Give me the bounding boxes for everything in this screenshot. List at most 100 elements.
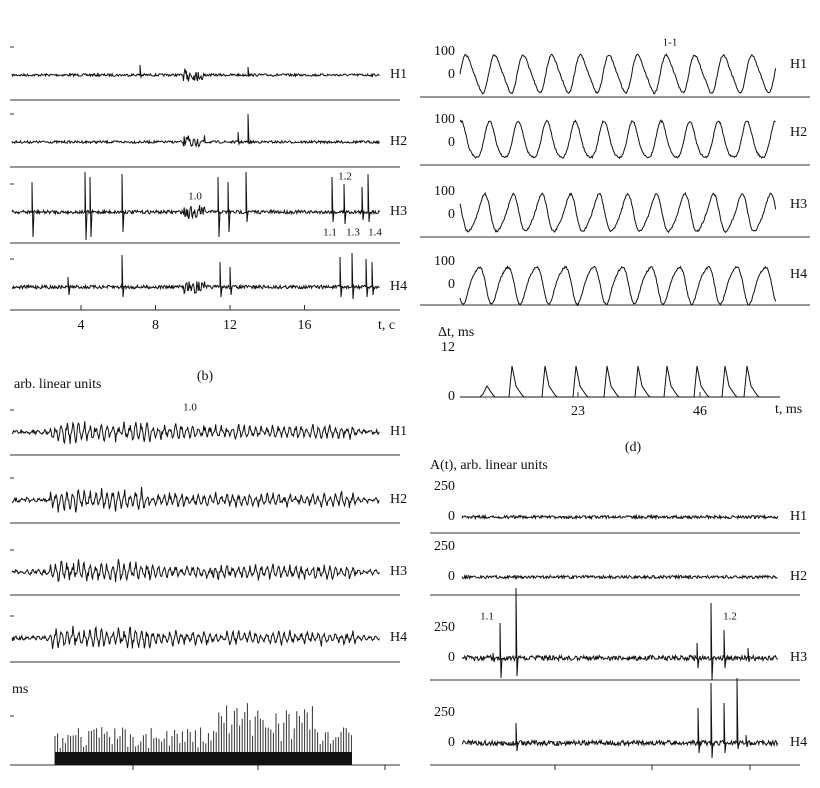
y-tick-label: 100 bbox=[434, 112, 455, 127]
x-axis-label: t, ms bbox=[775, 402, 802, 417]
spike bbox=[67, 276, 71, 296]
annotation: 1.1 bbox=[480, 611, 494, 623]
annotation: 1.0 bbox=[188, 191, 202, 203]
waveform bbox=[459, 265, 777, 307]
trace-label: H2 bbox=[390, 492, 407, 507]
y-tick-label: 0 bbox=[448, 277, 455, 292]
spike bbox=[371, 261, 375, 296]
waveform bbox=[11, 68, 380, 82]
y-axis-label: Δt, ms bbox=[438, 325, 474, 340]
trace-label: H1 bbox=[390, 424, 407, 439]
caption: (d) bbox=[625, 440, 642, 455]
spike bbox=[710, 682, 714, 759]
spike bbox=[745, 734, 749, 748]
bar-base bbox=[55, 752, 352, 765]
y-tick-label: 0 bbox=[448, 735, 455, 750]
spike bbox=[499, 622, 503, 679]
trace-label: H2 bbox=[790, 125, 807, 140]
spike bbox=[696, 642, 700, 669]
y-tick-label: 0 bbox=[448, 67, 455, 82]
spike bbox=[229, 266, 233, 296]
x-tick-label: 8 bbox=[152, 318, 159, 333]
annotation: 1.4 bbox=[368, 227, 382, 239]
y-tick-label: 100 bbox=[434, 184, 455, 199]
trace-label: H4 bbox=[790, 267, 807, 282]
trace-label: H1 bbox=[790, 509, 807, 524]
spike bbox=[361, 186, 365, 221]
spike bbox=[247, 113, 251, 145]
trace-label: H3 bbox=[790, 197, 807, 212]
spike bbox=[227, 181, 231, 233]
spike bbox=[343, 183, 347, 225]
trace-label: H2 bbox=[390, 134, 407, 149]
waveform bbox=[11, 486, 380, 513]
y-tick-label: 100 bbox=[434, 44, 455, 59]
spike bbox=[31, 181, 35, 238]
spike bbox=[515, 587, 519, 677]
spike bbox=[351, 252, 355, 300]
y-tick-label: 0 bbox=[448, 389, 455, 404]
y-tick-label: 0 bbox=[448, 207, 455, 222]
waveform bbox=[459, 53, 777, 95]
y-tick-label: 0 bbox=[448, 509, 455, 524]
spike bbox=[247, 66, 251, 78]
waveform bbox=[459, 191, 777, 234]
waveform bbox=[11, 205, 380, 220]
spike bbox=[339, 256, 343, 298]
spike bbox=[515, 722, 519, 752]
waveform bbox=[459, 119, 776, 160]
y-tick-label: 250 bbox=[434, 479, 455, 494]
spike bbox=[492, 652, 496, 663]
waveform bbox=[461, 653, 779, 663]
y-tick-label: 100 bbox=[434, 254, 455, 269]
spike bbox=[723, 702, 727, 754]
spike bbox=[139, 64, 143, 79]
y-axis-label: arb. linear units bbox=[14, 377, 101, 392]
x-tick-label: 16 bbox=[298, 318, 312, 333]
interval-trace bbox=[460, 365, 780, 398]
x-tick-label: 12 bbox=[223, 318, 237, 333]
spike bbox=[84, 171, 88, 241]
y-tick-label: 250 bbox=[434, 539, 455, 554]
spike bbox=[723, 629, 727, 669]
spike bbox=[219, 261, 223, 298]
y-tick-label: 250 bbox=[434, 620, 455, 635]
spike bbox=[217, 176, 221, 238]
y-axis-label: A(t), arb. linear units bbox=[430, 458, 548, 473]
spike bbox=[237, 131, 241, 146]
trace-label: H2 bbox=[790, 569, 807, 584]
x-axis-label: t, c bbox=[378, 318, 395, 333]
caption: (b) bbox=[197, 369, 214, 384]
waveform bbox=[11, 135, 380, 148]
bar-panel-label: ms bbox=[12, 682, 28, 697]
spike bbox=[710, 602, 714, 681]
y-tick-label: 0 bbox=[448, 650, 455, 665]
y-tick-label: 0 bbox=[448, 569, 455, 584]
spike bbox=[736, 677, 740, 750]
waveform bbox=[11, 421, 380, 445]
spike bbox=[365, 258, 369, 298]
spike bbox=[245, 171, 249, 223]
y-tick-label: 250 bbox=[434, 705, 455, 720]
y-tick-label: 0 bbox=[448, 135, 455, 150]
annotation: 1.2 bbox=[723, 611, 737, 623]
trace-label: H3 bbox=[390, 564, 407, 579]
waveform bbox=[11, 625, 380, 650]
annotation: 1.2 bbox=[338, 171, 352, 183]
waveform bbox=[461, 513, 779, 521]
waveform bbox=[11, 281, 380, 295]
waveform bbox=[461, 738, 779, 748]
trace-label: H4 bbox=[790, 735, 807, 750]
spike bbox=[121, 254, 125, 298]
trace-label: H3 bbox=[790, 650, 807, 665]
y-tick-label: 12 bbox=[441, 340, 455, 355]
waveform bbox=[11, 559, 380, 583]
trace-label: H4 bbox=[390, 279, 407, 294]
spike bbox=[121, 173, 125, 233]
trace-label: H4 bbox=[390, 630, 407, 645]
spike bbox=[331, 176, 335, 223]
spike bbox=[89, 176, 93, 238]
spike bbox=[747, 647, 751, 663]
annotation: 1-1 bbox=[663, 37, 678, 49]
